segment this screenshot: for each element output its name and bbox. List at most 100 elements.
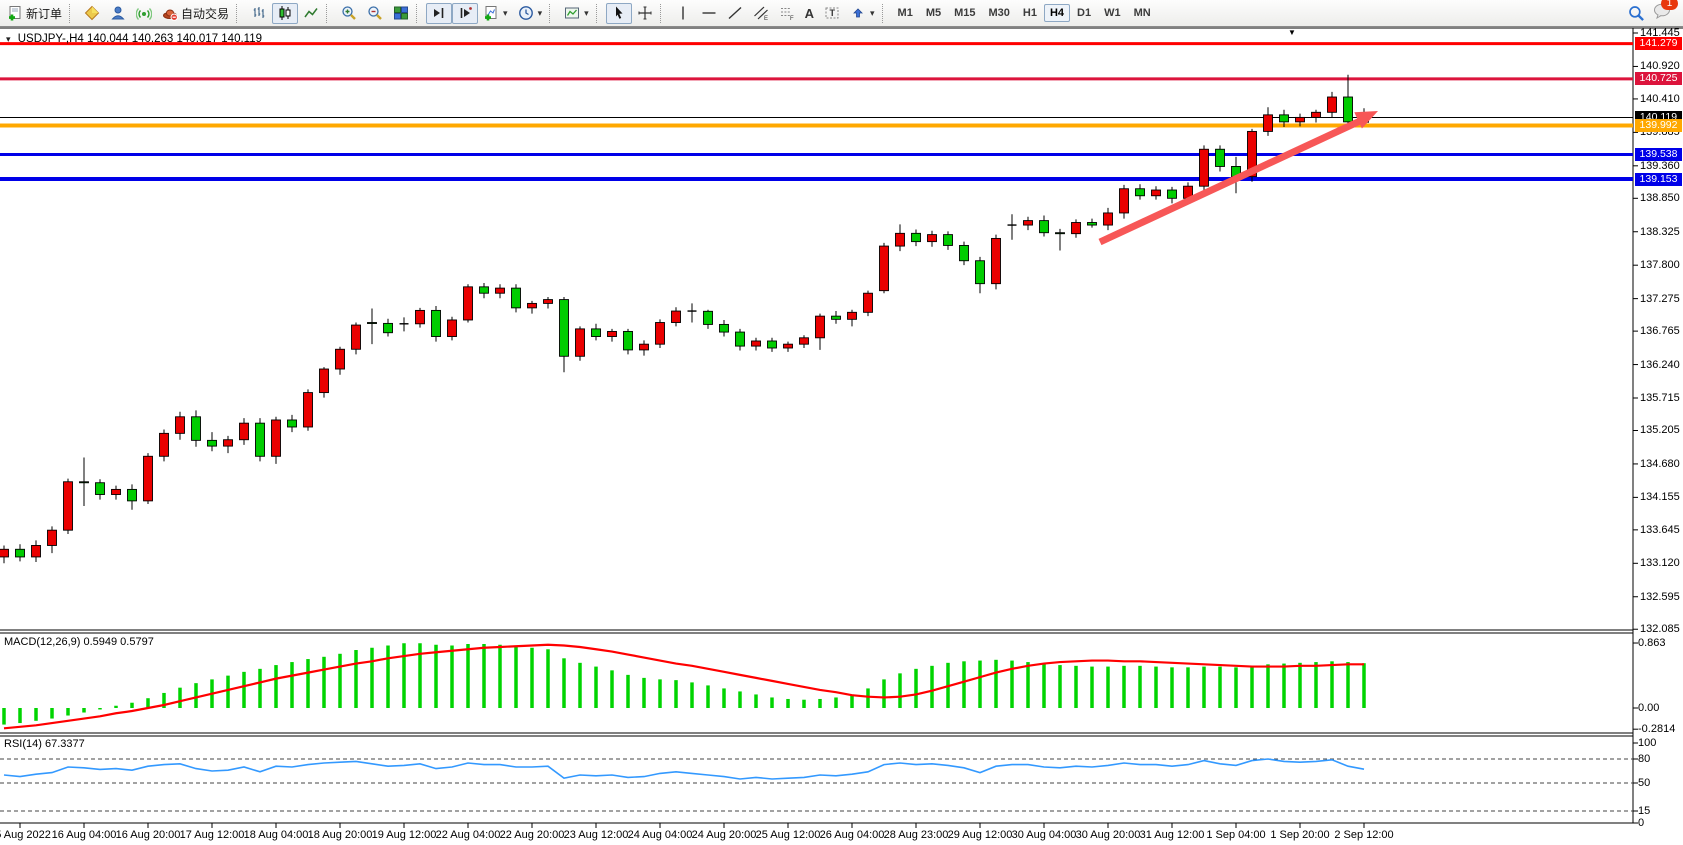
candle-body [351, 324, 361, 350]
trend-arrow-shaft[interactable] [1098, 117, 1362, 246]
cursor-icon [615, 6, 623, 19]
cursor-tool-button[interactable] [605, 2, 632, 24]
horizontal-line-tool-button[interactable] [696, 3, 722, 24]
candle-body [47, 529, 57, 546]
candle-body [143, 455, 153, 502]
candle-body [799, 337, 809, 345]
timeframe-button-m1[interactable]: M1 [897, 7, 913, 19]
timeframe-button-h1[interactable]: H1 [1022, 7, 1037, 19]
zoom-in-button[interactable] [336, 3, 362, 24]
candle-body [847, 311, 857, 320]
channel-tool-button[interactable]: E [748, 3, 774, 24]
signals-button[interactable] [131, 3, 157, 24]
svg-text:E: E [764, 16, 768, 21]
candle-body [479, 286, 489, 294]
candle-body [927, 234, 937, 243]
timeframe-button-h4[interactable]: H4 [1043, 4, 1071, 22]
timeframe-button-w1[interactable]: W1 [1104, 7, 1121, 19]
candlestick-chart-button[interactable] [272, 2, 299, 24]
zoom-out-button[interactable] [362, 3, 388, 24]
candle-body [127, 488, 137, 502]
chart-menu-caret-icon[interactable]: ▾ [6, 34, 11, 44]
time-axis-label: 22 Aug 20:00 [499, 829, 565, 841]
crosshair-tool-button[interactable] [632, 3, 658, 24]
time-axis-label: 23 Aug 12:00 [563, 829, 629, 841]
candle-body [415, 309, 425, 325]
candle-body [79, 481, 89, 484]
candle-body [31, 545, 41, 558]
time-axis-label: 24 Aug 04:00 [627, 829, 693, 841]
zoom-out-icon [368, 6, 382, 20]
candle-body [735, 331, 745, 347]
chart-shift-marker[interactable]: ▼ [1288, 28, 1296, 37]
time-axis-label: 18 Aug 20:00 [307, 829, 373, 841]
candle-body [591, 328, 601, 337]
zoom-in-icon [342, 6, 356, 20]
rsi-axis-label: 80 [1638, 753, 1651, 765]
new-order-button[interactable]: 新订单 [2, 3, 67, 24]
candle-body [511, 287, 521, 309]
new-chart-button[interactable]: ▾ [478, 3, 513, 24]
timeframe-button-m5[interactable]: M5 [925, 7, 942, 19]
fibonacci-tool-button[interactable]: F [774, 3, 800, 24]
bar-chart-icon [253, 7, 265, 18]
timeframe-button-mn[interactable]: MN [1133, 7, 1151, 19]
time-axis-label: 15 Aug 2022 [0, 829, 51, 841]
candle-body [95, 482, 105, 495]
time-axis-label: 16 Aug 04:00 [51, 829, 117, 841]
candle-body [1311, 111, 1321, 118]
person-icon [111, 6, 125, 20]
text-tool-button[interactable]: A [800, 3, 819, 24]
market-watch-button[interactable] [79, 3, 105, 24]
rsi-value: 67.3377 [44, 738, 85, 750]
time-axis-label: 17 Aug 12:00 [179, 829, 245, 841]
candle-body [335, 348, 345, 370]
line-chart-button[interactable] [298, 3, 324, 24]
candle-body [879, 245, 889, 292]
candle-body [1023, 220, 1033, 226]
chart-shift-button[interactable] [452, 2, 479, 24]
timeframe-button-m15[interactable]: M15 [954, 7, 976, 19]
svg-text:T: T [830, 8, 836, 18]
price-badge-139.538: 139.538 [1635, 147, 1682, 161]
candle-body [1055, 232, 1065, 235]
candle-body [431, 309, 441, 337]
text-tool-icon: A [804, 5, 815, 21]
notifications-button[interactable]: 1 [1653, 0, 1678, 24]
time-axis-label: 18 Aug 04:00 [243, 829, 309, 841]
text-label-tool-button[interactable]: T [819, 3, 845, 24]
bar-chart-button[interactable] [246, 3, 272, 24]
timeframe-button-d1[interactable]: D1 [1077, 7, 1092, 19]
price-tick-label: 140.410 [1640, 92, 1680, 105]
periods-clock-button[interactable]: ▾ [513, 3, 548, 24]
trendline-tool-button[interactable] [722, 3, 748, 24]
chevron-down-icon: ▾ [503, 7, 508, 18]
price-tick-label: 138.850 [1640, 192, 1680, 205]
price-tick-label: 132.595 [1640, 590, 1680, 603]
arrows-tool-button[interactable]: ▾ [845, 3, 880, 24]
price-tick-label: 132.085 [1640, 623, 1680, 636]
candle-body [159, 432, 169, 457]
price-badge-139.992: 139.992 [1635, 119, 1682, 133]
vertical-line-tool-button[interactable] [670, 3, 696, 24]
tile-windows-button[interactable] [388, 3, 414, 24]
candle-body [111, 488, 121, 495]
candle-body [1295, 116, 1305, 123]
svg-text:F: F [790, 16, 794, 21]
price-tick-label: 138.325 [1640, 225, 1680, 238]
search-icon[interactable] [1628, 5, 1645, 22]
candle-body [671, 310, 681, 323]
timeframe-button-m30[interactable]: M30 [988, 7, 1010, 19]
autotrading-button[interactable]: 自动交易 [157, 3, 234, 24]
toolbar-separator [326, 3, 332, 23]
templates-button[interactable]: ▾ [559, 3, 594, 24]
candle-body [1135, 188, 1145, 197]
candle-body [191, 416, 201, 441]
community-button[interactable] [105, 3, 131, 24]
trend-arrow-head[interactable] [1354, 111, 1378, 129]
toolbar-separator [69, 3, 75, 23]
auto-scroll-button[interactable] [426, 2, 453, 24]
candle-body [1087, 222, 1097, 226]
time-axis-label: 26 Aug 04:00 [819, 829, 885, 841]
